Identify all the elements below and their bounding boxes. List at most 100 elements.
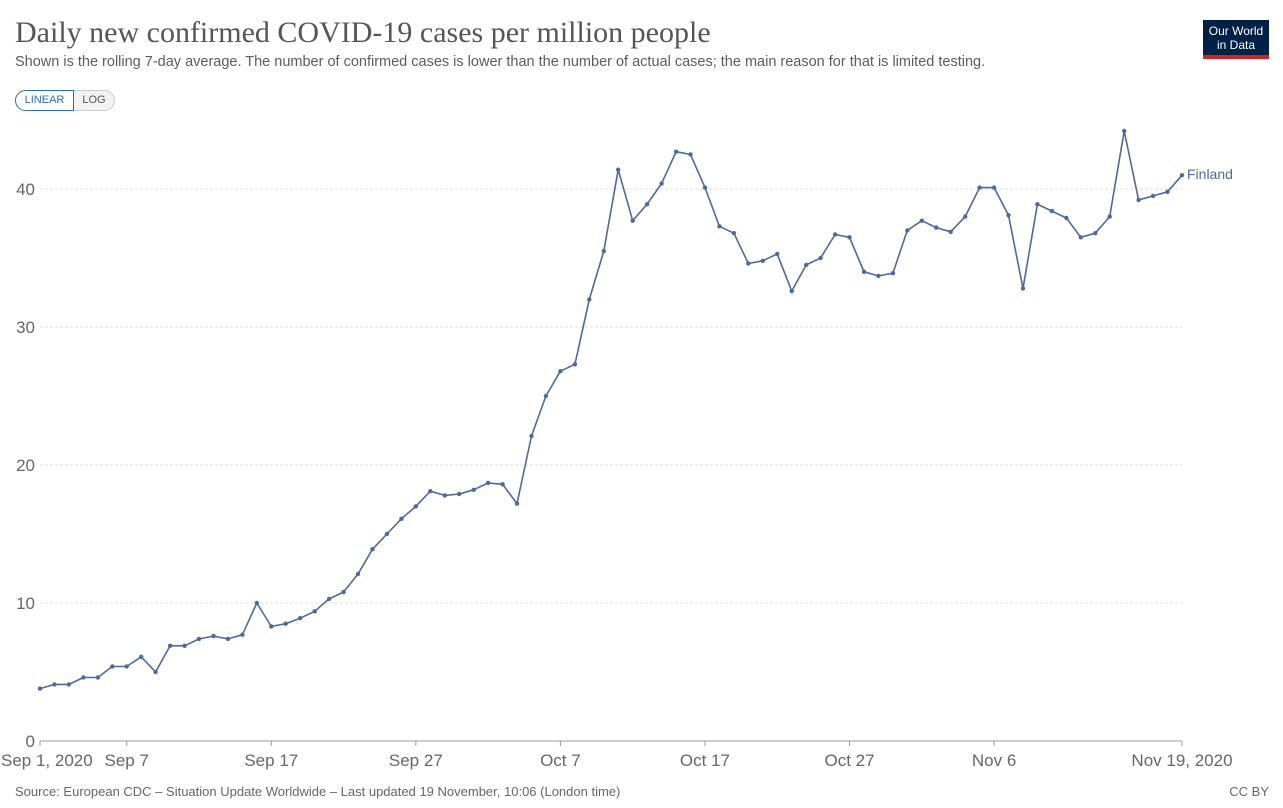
data-point [95, 675, 101, 680]
data-point [587, 297, 592, 302]
data-point [124, 664, 129, 669]
data-point [630, 218, 635, 223]
data-point [514, 501, 520, 506]
x-tick-label: Sep 7 [105, 751, 149, 770]
data-point [1150, 193, 1156, 199]
log-scale-button[interactable]: LOG [73, 90, 115, 111]
data-point [673, 149, 679, 154]
data-point [196, 636, 202, 642]
y-tick-label: 20 [16, 456, 35, 475]
data-point [110, 664, 115, 669]
data-point [861, 269, 867, 274]
data-point [876, 273, 881, 279]
data-point [269, 624, 274, 629]
data-point [775, 251, 780, 257]
data-point [601, 248, 606, 254]
data-point [413, 504, 418, 509]
data-point [153, 669, 158, 675]
data-point [312, 609, 317, 614]
logo-line-2: in Data [1216, 38, 1256, 52]
data-point [818, 255, 823, 261]
data-point [991, 185, 997, 190]
data-point [1093, 231, 1098, 236]
data-point [211, 633, 216, 639]
data-point [442, 493, 447, 498]
data-point [659, 181, 664, 186]
data-point [644, 202, 650, 207]
data-point [428, 489, 433, 494]
data-point [558, 369, 563, 374]
data-point [1006, 213, 1011, 218]
data-point [919, 218, 924, 223]
data-point [225, 636, 231, 642]
data-point [370, 547, 375, 552]
data-point [543, 393, 549, 399]
data-point [760, 258, 765, 263]
data-point [298, 616, 303, 621]
data-point [948, 229, 953, 234]
data-point [746, 261, 751, 266]
x-tick-label: Sep 1, 2020 [1, 751, 93, 770]
series-line-finland [39, 130, 1183, 690]
data-point [1064, 215, 1069, 221]
data-point [1078, 235, 1084, 240]
data-point [717, 224, 722, 229]
x-tick-label: Sep 27 [389, 751, 443, 770]
data-point [182, 643, 187, 648]
x-tick-label: Oct 7 [540, 751, 581, 770]
owid-logo[interactable]: Our World in Data [1203, 20, 1269, 59]
data-point [1165, 189, 1170, 194]
data-point [905, 228, 910, 233]
data-point [1122, 128, 1127, 134]
data-point [977, 185, 982, 190]
data-point [832, 232, 838, 237]
data-point [1136, 197, 1141, 203]
data-point [688, 152, 693, 157]
data-point [52, 682, 57, 687]
data-point [326, 596, 332, 602]
data-point [81, 675, 86, 680]
x-tick-label: Oct 27 [824, 751, 874, 770]
data-point [139, 654, 144, 659]
x-tick-label: Nov 19, 2020 [1131, 751, 1232, 770]
data-point [1035, 202, 1040, 207]
data-point [890, 271, 896, 276]
logo-line-1: Our World [1208, 24, 1264, 38]
y-tick-label: 40 [16, 180, 35, 199]
data-point [529, 433, 534, 439]
linear-scale-button[interactable]: LINEAR [15, 90, 74, 111]
data-point [283, 621, 288, 626]
data-point [702, 185, 708, 190]
y-tick-label: 0 [26, 732, 35, 751]
data-point [471, 487, 476, 492]
data-point [399, 516, 404, 521]
x-tick-label: Nov 6 [972, 751, 1016, 770]
data-point [616, 167, 621, 172]
data-point [1049, 208, 1055, 214]
data-point [457, 491, 462, 497]
y-tick-label: 30 [16, 318, 35, 337]
data-point [37, 686, 43, 691]
data-point [66, 682, 72, 687]
data-point [934, 225, 939, 230]
data-point [167, 643, 173, 648]
data-point [500, 482, 505, 487]
data-point [789, 288, 794, 294]
data-point [572, 362, 578, 367]
data-point [1179, 173, 1185, 178]
data-point [963, 214, 968, 219]
data-point [804, 262, 809, 268]
chart-subtitle: Shown is the rolling 7-day average. The … [15, 54, 986, 70]
y-tick-label: 10 [16, 594, 35, 613]
data-point [240, 632, 245, 637]
source-note: Source: European CDC – Situation Update … [15, 784, 621, 799]
data-point [341, 589, 346, 595]
license-link[interactable]: CC BY [1229, 784, 1269, 799]
chart-title: Daily new confirmed COVID-19 cases per m… [15, 16, 711, 49]
series-label: Finland [1187, 166, 1233, 182]
data-point [1020, 286, 1026, 291]
data-point [384, 531, 390, 537]
data-point [1107, 214, 1112, 219]
data-point [355, 571, 361, 577]
